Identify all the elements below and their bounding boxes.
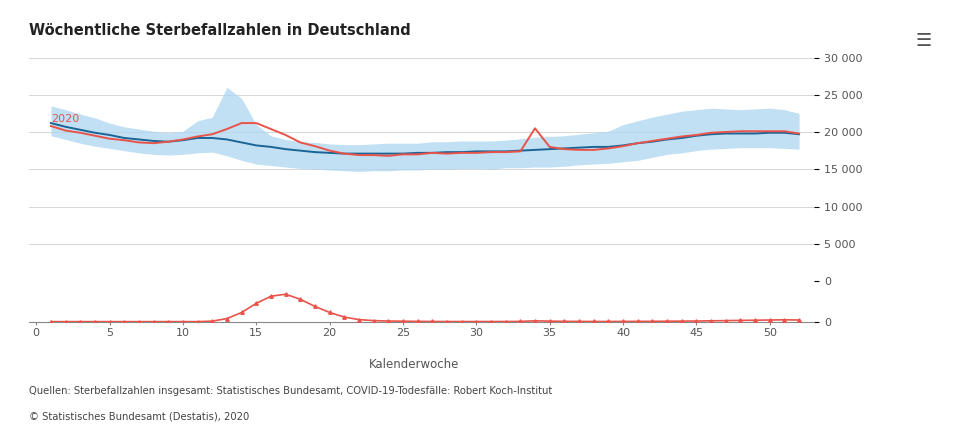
Text: Wöchentliche Sterbefallzahlen in Deutschland: Wöchentliche Sterbefallzahlen in Deutsch…: [29, 23, 410, 38]
Text: 2020 (davon COVID-19): 2020 (davon COVID-19): [0, 425, 1, 426]
Text: 2016 - 2019 (Bandbreite min./max.): 2016 - 2019 (Bandbreite min./max.): [0, 425, 1, 426]
Text: ☰: ☰: [916, 32, 931, 50]
Text: 2020: 2020: [51, 114, 79, 124]
Text: 2016 - 2019 (Durchschnitt): 2016 - 2019 (Durchschnitt): [0, 425, 1, 426]
Text: Quellen: Sterbefallzahlen insgesamt: Statistisches Bundesamt, COVID-19-Todesfäll: Quellen: Sterbefallzahlen insgesamt: Sta…: [29, 386, 552, 396]
Text: Kalenderwoche: Kalenderwoche: [369, 359, 459, 371]
Text: © Statistisches Bundesamt (Destatis), 2020: © Statistisches Bundesamt (Destatis), 20…: [29, 412, 249, 422]
